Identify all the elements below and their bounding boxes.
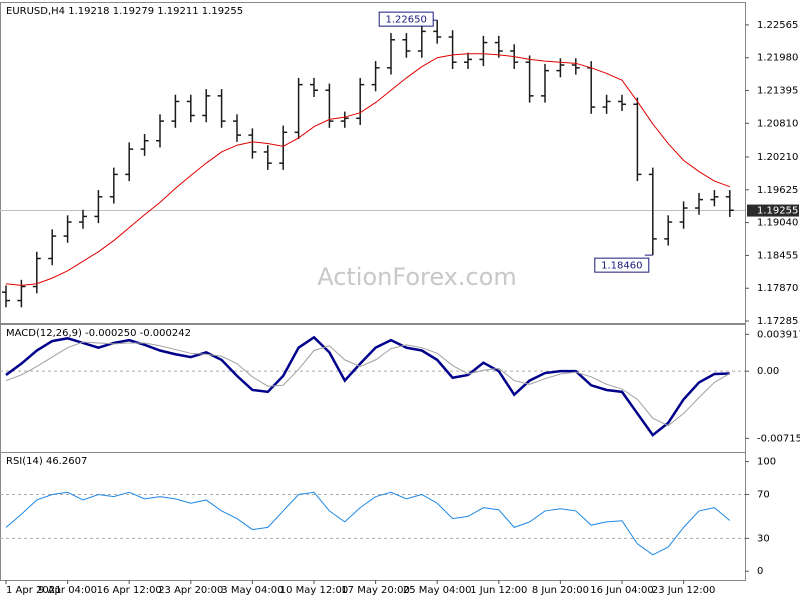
y-tick-label: 1.18455 bbox=[757, 250, 798, 261]
y-tick-label: 1.22565 bbox=[757, 20, 798, 31]
y-tick-label: 0 bbox=[757, 566, 763, 577]
y-tick-label: 1.21980 bbox=[757, 53, 798, 64]
last-price-label: 1.19255 bbox=[757, 206, 798, 217]
x-tick-label: 8 Jun 20:00 bbox=[532, 585, 589, 596]
x-tick-label: 9 Apr 04:00 bbox=[38, 585, 97, 596]
y-tick-label: 0.00 bbox=[757, 366, 779, 377]
x-tick-label: 17 May 20:00 bbox=[341, 585, 410, 596]
y-tick-label: 1.20210 bbox=[757, 152, 798, 163]
panel-title: EURUSD,H4 1.19218 1.19279 1.19211 1.1925… bbox=[6, 6, 243, 17]
x-tick-label: 1 Apr 2021 bbox=[6, 585, 61, 596]
watermark: ActionForex.com bbox=[317, 263, 517, 291]
y-tick-label: 30 bbox=[757, 533, 770, 544]
annotation-label: 1.22650 bbox=[386, 15, 427, 26]
panel-frame bbox=[0, 452, 746, 581]
moving-average bbox=[5, 53, 730, 286]
series-line bbox=[5, 491, 731, 556]
last-price-tag bbox=[747, 204, 799, 217]
x-tick-label: 10 May 12:00 bbox=[280, 585, 349, 596]
y-tick-label: 1.19040 bbox=[757, 218, 798, 229]
x-tick-label: 23 Jun 12:00 bbox=[652, 585, 716, 596]
y-tick-label: 1.17870 bbox=[757, 283, 798, 294]
y-tick-label: -0.007152 bbox=[757, 433, 800, 444]
y-tick-label: 70 bbox=[757, 489, 770, 500]
panel-title: MACD(12,26,9) -0.000250 -0.000242 bbox=[6, 328, 191, 339]
y-tick-label: 1.21395 bbox=[757, 86, 798, 97]
y-tick-label: 0.003917 bbox=[757, 329, 800, 340]
series-line bbox=[5, 341, 731, 427]
series-line bbox=[5, 335, 730, 437]
annotation-box bbox=[378, 11, 434, 27]
y-tick-label: 1.17285 bbox=[757, 316, 798, 327]
y-tick-label: 1.19625 bbox=[757, 185, 798, 196]
x-tick-label: 3 May 04:00 bbox=[221, 585, 283, 596]
annotation-label: 1.18460 bbox=[601, 261, 642, 272]
y-tick-label: 1.20810 bbox=[757, 118, 798, 129]
annotation-box bbox=[594, 257, 650, 273]
x-tick-label: 16 Jun 04:00 bbox=[590, 585, 654, 596]
panel-title: RSI(14) 46.2607 bbox=[6, 456, 87, 467]
y-tick-label: 100 bbox=[757, 457, 776, 468]
x-tick-label: 1 Jun 12:00 bbox=[470, 585, 527, 596]
panel-frame bbox=[0, 2, 746, 324]
x-tick-label: 25 May 04:00 bbox=[403, 585, 472, 596]
x-tick-label: 16 Apr 12:00 bbox=[97, 585, 162, 596]
x-tick-label: 23 Apr 20:00 bbox=[158, 585, 223, 596]
